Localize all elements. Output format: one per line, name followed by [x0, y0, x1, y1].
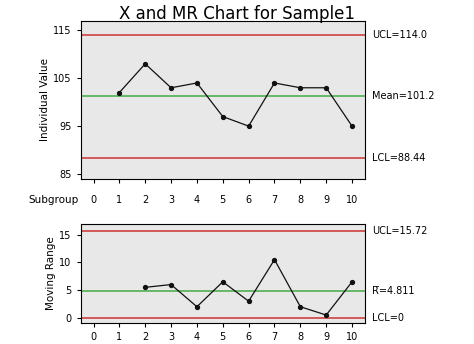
Text: 4: 4 [194, 195, 200, 205]
Text: 7: 7 [271, 195, 278, 205]
Text: 8: 8 [297, 195, 303, 205]
Y-axis label: Individual Value: Individual Value [40, 58, 50, 141]
Text: LCL=88.44: LCL=88.44 [372, 153, 426, 163]
Text: UCL=114.0: UCL=114.0 [372, 30, 427, 40]
Text: 10: 10 [346, 195, 358, 205]
Text: 0: 0 [91, 195, 97, 205]
Text: R̅=4.811: R̅=4.811 [372, 286, 415, 296]
Text: 1: 1 [116, 195, 122, 205]
Text: 3: 3 [168, 195, 174, 205]
Text: Mean=101.2: Mean=101.2 [372, 92, 435, 101]
Text: 5: 5 [219, 195, 226, 205]
Text: UCL=15.72: UCL=15.72 [372, 226, 428, 236]
Text: X and MR Chart for Sample1: X and MR Chart for Sample1 [119, 5, 355, 23]
Text: 9: 9 [323, 195, 329, 205]
Text: LCL=0: LCL=0 [372, 313, 404, 323]
Y-axis label: Moving Range: Moving Range [46, 237, 56, 310]
Text: 2: 2 [142, 195, 148, 205]
Text: 6: 6 [246, 195, 252, 205]
Text: Subgroup: Subgroup [28, 195, 78, 205]
